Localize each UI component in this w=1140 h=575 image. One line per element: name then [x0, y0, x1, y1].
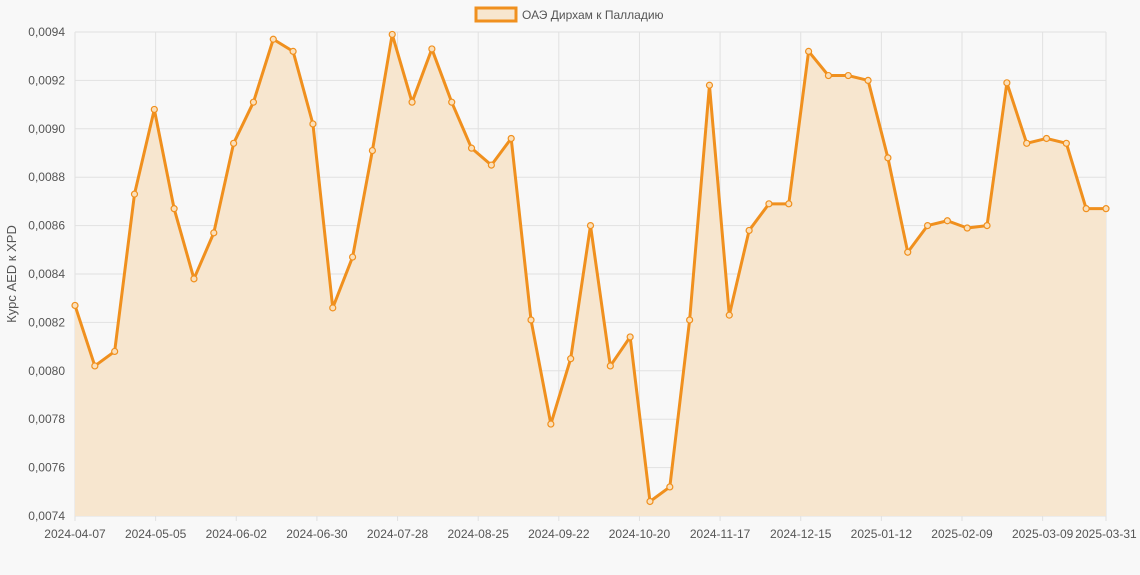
y-axis-ticks: 0,0074 0,0076 0,0078 0,0080 0,0082 0,0084 0,00… — [28, 25, 65, 523]
data-point[interactable] — [666, 483, 674, 491]
data-point[interactable] — [884, 154, 892, 162]
y-tick-label: 0,0090 — [28, 122, 65, 136]
data-point[interactable] — [130, 190, 139, 198]
data-point[interactable] — [91, 362, 99, 370]
x-tick-label: 2024-07-28 — [367, 527, 429, 541]
data-point[interactable] — [547, 420, 555, 428]
y-tick-label: 0,0086 — [28, 219, 65, 233]
data-point[interactable] — [210, 229, 218, 237]
data-point[interactable] — [368, 146, 376, 155]
data-point[interactable] — [626, 333, 634, 341]
data-point[interactable] — [348, 253, 357, 261]
x-axis-ticks: 2024-04-07 2024-05-05 2024-06-02 2024-06-30… — [44, 527, 1137, 541]
data-point[interactable] — [567, 355, 575, 363]
area-fill — [75, 34, 1106, 517]
data-point[interactable] — [269, 35, 277, 43]
data-point[interactable] — [230, 139, 238, 147]
data-point[interactable] — [467, 144, 476, 152]
data-point[interactable] — [586, 222, 595, 230]
data-point[interactable] — [150, 105, 158, 114]
data-point[interactable] — [646, 497, 654, 506]
data-point[interactable] — [408, 98, 416, 106]
data-point[interactable] — [1042, 134, 1051, 143]
data-point[interactable] — [71, 301, 79, 310]
data-point[interactable] — [309, 120, 317, 128]
x-tick-label: 2024-05-05 — [125, 527, 187, 541]
data-point[interactable] — [111, 347, 119, 356]
y-tick-label: 0,0076 — [28, 461, 65, 475]
data-point[interactable] — [428, 45, 436, 53]
x-tick-label: 2024-12-15 — [770, 527, 832, 541]
data-point[interactable] — [507, 134, 515, 143]
legend-swatch[interactable] — [474, 6, 518, 23]
data-point[interactable] — [824, 71, 833, 80]
data-point[interactable] — [943, 217, 951, 225]
y-tick-label: 0,0074 — [28, 509, 65, 523]
y-tick-label: 0,0084 — [28, 267, 65, 281]
data-point[interactable] — [1062, 139, 1070, 147]
data-point[interactable] — [190, 275, 198, 283]
data-point[interactable] — [1102, 205, 1110, 213]
data-points — [71, 30, 1110, 506]
x-tick-label: 2025-01-12 — [851, 527, 913, 541]
legend[interactable]: ОАЭ Дирхам к Палладию — [474, 6, 664, 23]
legend-label[interactable]: ОАЭ Дирхам к Палладию — [522, 8, 664, 22]
x-tick-label: 2024-08-25 — [447, 527, 509, 541]
data-point[interactable] — [606, 362, 614, 370]
y-tick-label: 0,0094 — [28, 25, 65, 39]
x-tick-label: 2024-04-07 — [44, 527, 106, 541]
x-tick-label: 2025-03-09 — [1012, 527, 1074, 541]
y-axis-title: Курс AED к XPD — [4, 225, 19, 323]
x-tick-label: 2025-02-09 — [931, 527, 993, 541]
data-point[interactable] — [725, 311, 733, 319]
data-point[interactable] — [1003, 79, 1011, 87]
data-point[interactable] — [249, 98, 258, 106]
data-point[interactable] — [983, 222, 991, 230]
x-tick-label: 2025-03-31 — [1075, 527, 1137, 541]
x-tick-label: 2024-10-20 — [609, 527, 671, 541]
data-point[interactable] — [1082, 205, 1090, 213]
data-point[interactable] — [963, 224, 971, 232]
y-tick-label: 0,0088 — [28, 170, 65, 184]
data-point[interactable] — [705, 81, 714, 89]
data-point[interactable] — [487, 161, 495, 169]
data-point[interactable] — [1023, 139, 1031, 147]
data-point[interactable] — [329, 304, 337, 312]
data-point[interactable] — [745, 226, 753, 235]
y-tick-label: 0,0080 — [28, 364, 65, 378]
data-point[interactable] — [686, 316, 694, 324]
x-tick-label: 2024-09-22 — [528, 527, 590, 541]
data-point[interactable] — [448, 98, 456, 106]
data-point[interactable] — [785, 200, 793, 208]
data-point[interactable] — [388, 30, 396, 39]
y-tick-label: 0,0078 — [28, 412, 65, 426]
y-tick-label: 0,0092 — [28, 73, 65, 87]
data-point[interactable] — [923, 222, 932, 230]
x-tick-label: 2024-06-02 — [206, 527, 268, 541]
data-point[interactable] — [170, 205, 178, 213]
y-tick-label: 0,0082 — [28, 315, 65, 329]
plot-area — [73, 32, 1108, 517]
data-point[interactable] — [527, 316, 535, 324]
data-point[interactable] — [289, 47, 297, 55]
x-tick-label: 2024-11-17 — [690, 527, 751, 541]
data-point[interactable] — [864, 76, 872, 85]
data-point[interactable] — [844, 71, 852, 80]
data-point[interactable] — [804, 47, 813, 55]
data-point[interactable] — [904, 248, 912, 256]
x-tick-label: 2024-06-30 — [286, 527, 348, 541]
data-point[interactable] — [765, 200, 773, 208]
